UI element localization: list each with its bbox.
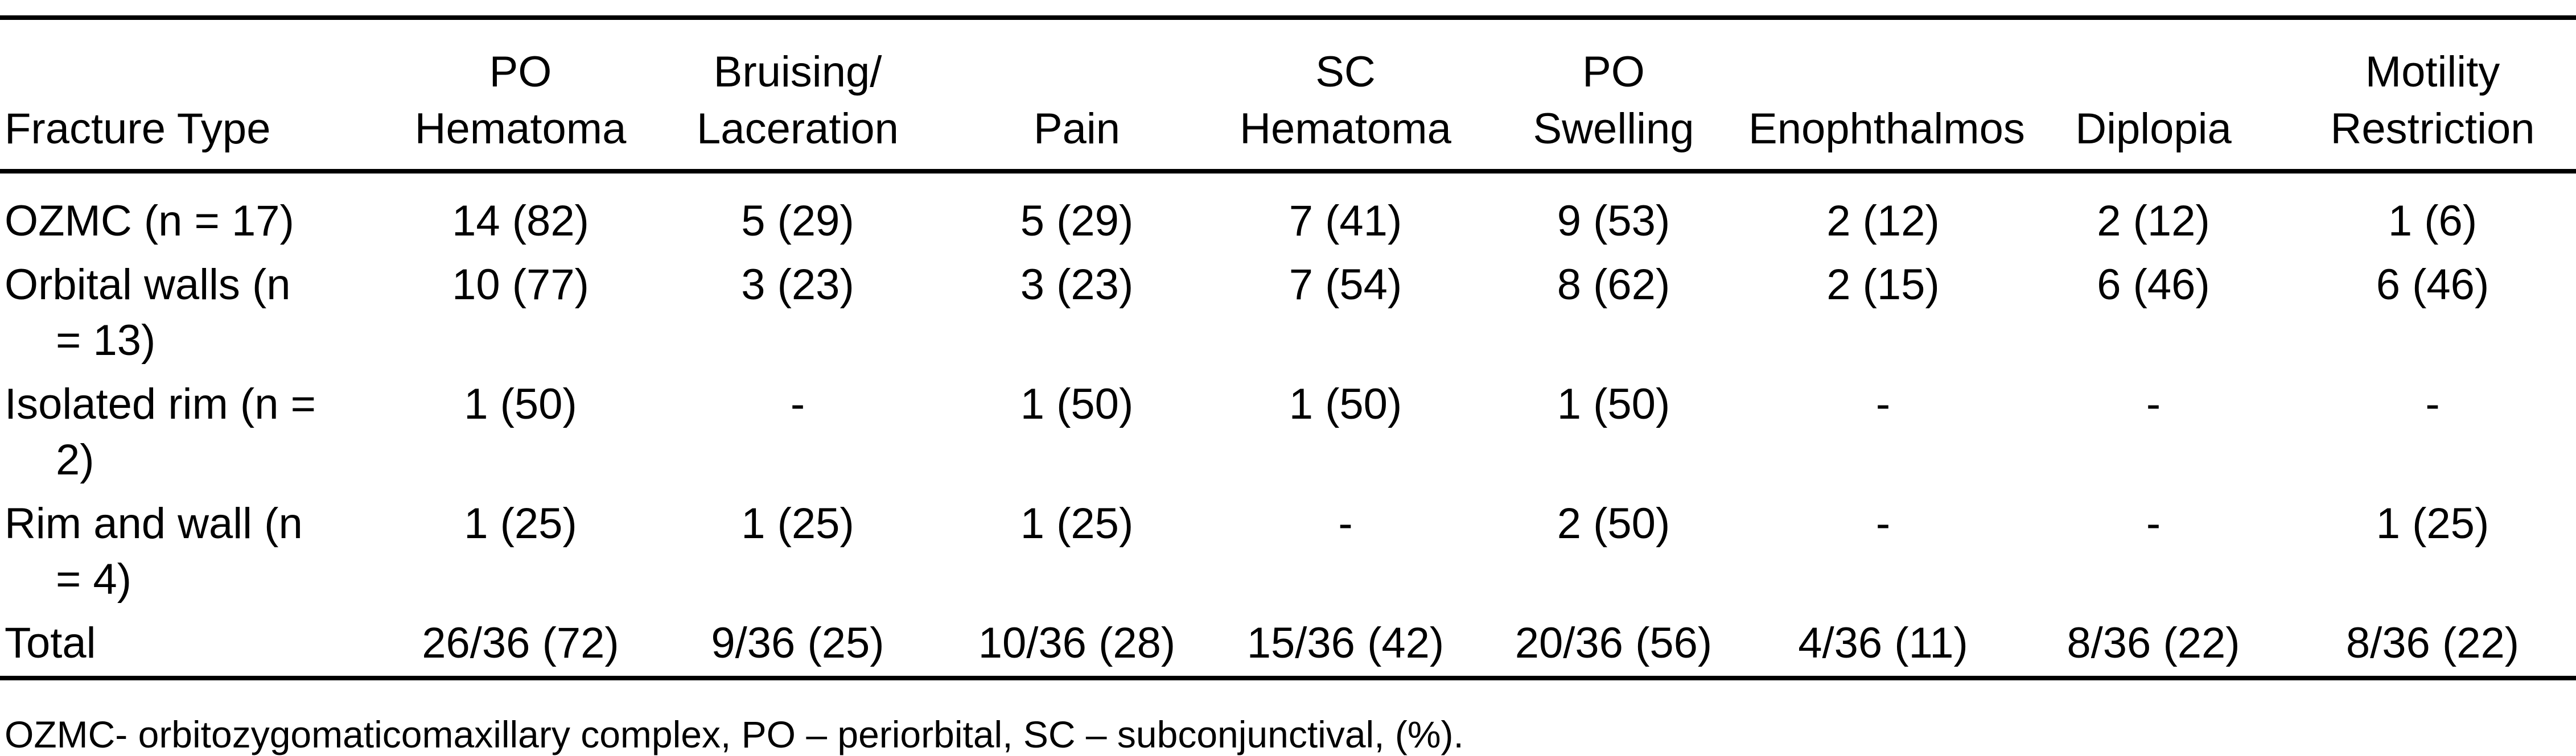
table-header: Fracture Type PO Hematoma Bruising/ Lace… bbox=[0, 18, 2576, 173]
header-row: Fracture Type PO Hematoma Bruising/ Lace… bbox=[0, 18, 2576, 173]
table-row-rim-and-wall: Rim and wall (n = 4) 1 (25) 1 (25) 1 (25… bbox=[0, 488, 2576, 608]
table-cell: 9/36 (25) bbox=[711, 619, 884, 667]
table-cell: 1 (6) bbox=[2388, 197, 2478, 245]
column-header-bruising-laceration: Bruising/ Laceration bbox=[654, 18, 941, 173]
row-label: Orbital walls (n = 13) bbox=[5, 261, 291, 365]
table-row-ozmc: OZMC (n = 17) 14 (82) 5 (29) 5 (29) 7 (4… bbox=[0, 171, 2576, 249]
table-cell: 20/36 (56) bbox=[1515, 619, 1713, 667]
row-label: Rim and wall (n = 4) bbox=[5, 499, 303, 604]
column-header-po-hematoma: PO Hematoma bbox=[387, 18, 654, 173]
table-cell: - bbox=[2146, 380, 2161, 428]
table-cell: - bbox=[790, 380, 805, 428]
table-cell: 2 (12) bbox=[2097, 197, 2210, 245]
table-cell: 3 (23) bbox=[741, 261, 854, 309]
table-row-total: Total 26/36 (72) 9/36 (25) 10/36 (28) 15… bbox=[0, 608, 2576, 678]
column-header-sc-hematoma: SC Hematoma bbox=[1212, 18, 1479, 173]
table-cell: 5 (29) bbox=[1020, 197, 1134, 245]
table-cell: 1 (25) bbox=[741, 499, 854, 548]
table-row-isolated-rim: Isolated rim (n = 2) 1 (50) - 1 (50) 1 (… bbox=[0, 369, 2576, 488]
table-cell: 7 (54) bbox=[1289, 261, 1402, 309]
table-cell: 1 (50) bbox=[1020, 380, 1134, 428]
table-cell: 8/36 (22) bbox=[2345, 619, 2520, 667]
row-label: Isolated rim (n = 2) bbox=[5, 380, 316, 484]
table-cell: 26/36 (72) bbox=[422, 619, 619, 667]
column-header-diplopia: Diplopia bbox=[2018, 18, 2289, 173]
table-cell: - bbox=[2146, 499, 2161, 548]
table-cell: 10/36 (28) bbox=[978, 619, 1176, 667]
column-header-po-swelling: PO Swelling bbox=[1479, 18, 1748, 173]
table-cell: 1 (25) bbox=[1020, 499, 1134, 548]
table-cell: 2 (12) bbox=[1826, 197, 1940, 245]
table-cell: 1 (50) bbox=[1557, 380, 1670, 428]
table-cell: 9 (53) bbox=[1557, 197, 1670, 245]
table-cell: 6 (46) bbox=[2376, 261, 2489, 309]
table-body: OZMC (n = 17) 14 (82) 5 (29) 5 (29) 7 (4… bbox=[0, 171, 2576, 678]
table-cell: 6 (46) bbox=[2097, 261, 2210, 309]
table-cell: 1 (50) bbox=[1289, 380, 1402, 428]
table-cell: 10 (77) bbox=[452, 261, 589, 309]
table-cell: 3 (23) bbox=[1020, 261, 1134, 309]
row-label: OZMC (n = 17) bbox=[5, 197, 294, 245]
fracture-findings-table: Fracture Type PO Hematoma Bruising/ Lace… bbox=[0, 15, 2576, 680]
table-cell: 1 (50) bbox=[464, 380, 577, 428]
table-cell: 4/36 (11) bbox=[1798, 619, 1968, 667]
column-header-enophthalmos: Enophthalmos bbox=[1748, 18, 2025, 173]
column-header-motility-restriction: Motility Restriction bbox=[2289, 18, 2576, 173]
table-cell: - bbox=[1338, 499, 1353, 548]
table-cell: 8/36 (22) bbox=[2067, 619, 2240, 667]
column-header-fracture-type: Fracture Type bbox=[0, 18, 387, 173]
table-cell: 2 (50) bbox=[1557, 499, 1670, 548]
table-cell: 5 (29) bbox=[741, 197, 854, 245]
table-cell: 7 (41) bbox=[1289, 197, 1402, 245]
table-cell: 1 (25) bbox=[2376, 499, 2489, 548]
table-cell: 2 (15) bbox=[1826, 261, 1940, 309]
table-cell: - bbox=[1875, 380, 1891, 428]
table-cell: 14 (82) bbox=[452, 197, 589, 245]
table-cell: - bbox=[1875, 499, 1891, 548]
column-header-pain: Pain bbox=[941, 18, 1212, 173]
table-cell: 1 (25) bbox=[464, 499, 577, 548]
table-footnote: OZMC- orbitozygomaticomaxillary complex,… bbox=[5, 713, 1464, 755]
table-cell: - bbox=[2425, 380, 2440, 428]
table-row-orbital-walls: Orbital walls (n = 13) 10 (77) 3 (23) 3 … bbox=[0, 249, 2576, 369]
row-label: Total bbox=[5, 619, 96, 667]
table-cell: 8 (62) bbox=[1557, 261, 1670, 309]
table-cell: 15/36 (42) bbox=[1246, 619, 1445, 667]
